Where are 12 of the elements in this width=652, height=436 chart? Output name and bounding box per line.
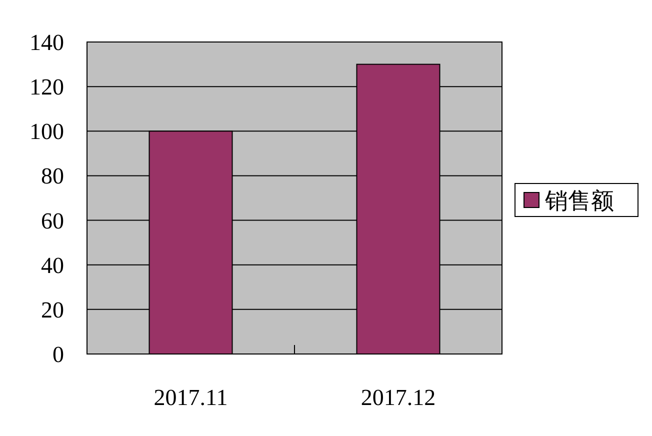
y-tick-label: 60 bbox=[41, 208, 64, 234]
y-tick-label: 20 bbox=[41, 297, 64, 322]
x-tick-label: 2017.11 bbox=[154, 385, 228, 410]
y-tick-label: 80 bbox=[41, 164, 64, 189]
x-tick-label: 2017.12 bbox=[360, 385, 436, 410]
y-tick-label: 0 bbox=[52, 342, 64, 367]
legend-label: 销售额 bbox=[544, 188, 614, 214]
legend: 销售额 bbox=[514, 183, 638, 217]
y-tick-label: 40 bbox=[41, 252, 64, 278]
y-tick-label: 120 bbox=[30, 74, 64, 100]
y-tick-label: 100 bbox=[30, 119, 64, 144]
y-tick-label: 140 bbox=[30, 30, 64, 55]
